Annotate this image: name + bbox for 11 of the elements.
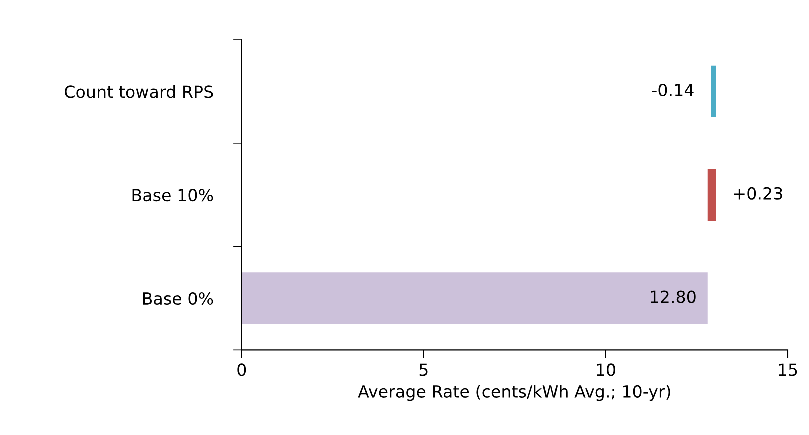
x-tick-label: 10 — [597, 364, 616, 376]
data-label: 12.80 — [651, 290, 696, 304]
y-tick-label: Base 10% — [132, 189, 214, 202]
x-axis-title: Average Rate (cents/kWh Avg.; 10-yr) — [358, 385, 670, 402]
y-tick-label: Base 0% — [143, 292, 214, 306]
x-tick-label: 5 — [420, 364, 428, 376]
y-tick-label: Count toward RPS — [65, 85, 214, 98]
data-label: -0.14 — [652, 84, 694, 97]
x-tick-label: 0 — [238, 364, 246, 376]
data-label: +0.23 — [734, 187, 782, 200]
x-tick-label: 15 — [779, 364, 798, 376]
